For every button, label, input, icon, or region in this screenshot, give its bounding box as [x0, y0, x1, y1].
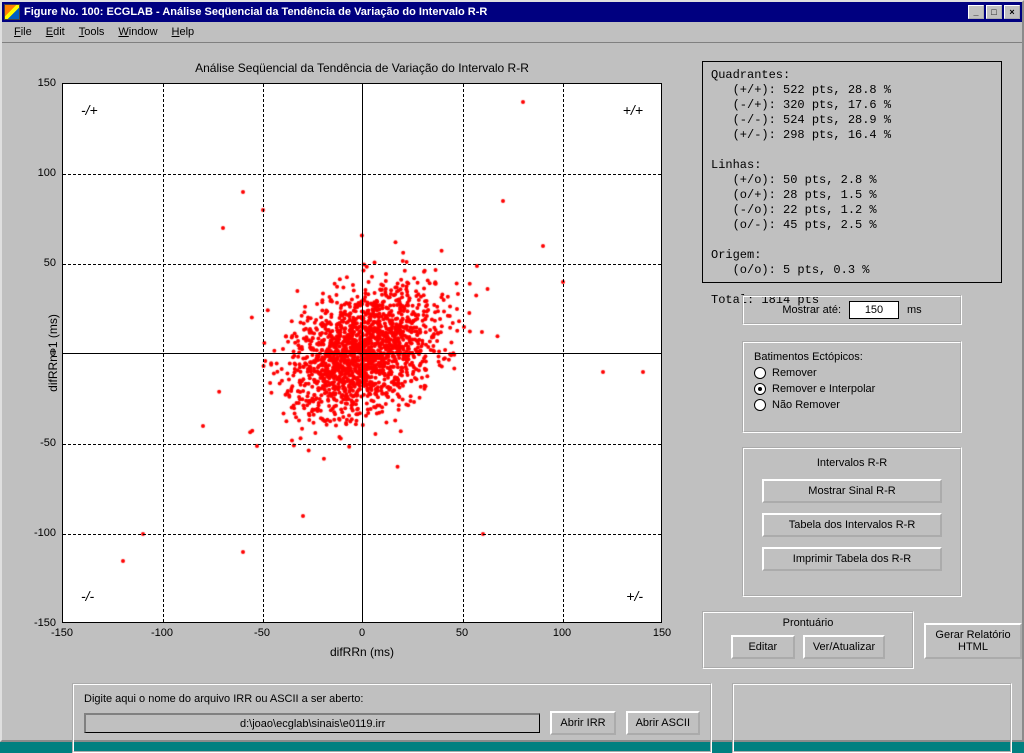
stats-l-op: (o/+): 28 pts, 1.5 % [711, 188, 877, 202]
scatter-plot: Análise Seqüencial da Tendência de Varia… [62, 83, 662, 623]
show-until-panel: Mostrar até: 150 ms [742, 295, 962, 325]
ectopic-option-2[interactable]: Remover e Interpolar [754, 383, 950, 395]
mostrar-sinal-rr-button[interactable]: Mostrar Sinal R-R [762, 479, 942, 503]
ectopic-opt1-label: Remover [772, 367, 817, 379]
ytick-label: 0 [16, 347, 56, 359]
menu-window[interactable]: Window [112, 24, 163, 40]
close-button[interactable]: × [1004, 5, 1020, 19]
matlab-icon [4, 4, 20, 20]
titlebar[interactable]: Figure No. 100: ECGLAB - Análise Seqüenc… [2, 2, 1022, 22]
stats-q-pp: (+/+): 522 pts, 28.8 % [711, 83, 891, 97]
xtick-label: 150 [653, 627, 671, 639]
menu-tools[interactable]: Tools [73, 24, 111, 40]
x-axis-line [63, 353, 661, 354]
stats-l-mo: (-/o): 22 pts, 1.2 % [711, 203, 877, 217]
menu-help[interactable]: Help [166, 24, 201, 40]
menubar: File Edit Tools Window Help [2, 22, 1022, 43]
stats-q-mm: (-/-): 524 pts, 28.9 % [711, 113, 891, 127]
plot-title: Análise Seqüencial da Tendência de Varia… [62, 61, 662, 75]
xtick-label: -50 [254, 627, 270, 639]
prontuario-title: Prontuário [704, 617, 912, 629]
ytick-label: 100 [16, 167, 56, 179]
rr-title: Intervalos R-R [754, 457, 950, 469]
window-title: Figure No. 100: ECGLAB - Análise Seqüenc… [24, 6, 968, 18]
maximize-button[interactable]: □ [986, 5, 1002, 19]
prontuario-panel: Prontuário Editar Ver/Atualizar [702, 611, 914, 669]
content-area: Análise Seqüencial da Tendência de Varia… [2, 43, 1022, 741]
show-until-label-pre: Mostrar até: [782, 304, 841, 316]
xtick-label: 0 [359, 627, 365, 639]
stats-l-om: (o/-): 45 pts, 2.5 % [711, 218, 877, 232]
stats-q-mp: (-/+): 320 pts, 17.6 % [711, 98, 891, 112]
ectopic-panel: Batimentos Ectópicos: Remover Remover e … [742, 341, 962, 433]
xtick-label: -100 [151, 627, 173, 639]
menu-edit[interactable]: Edit [40, 24, 71, 40]
rr-panel: Intervalos R-R Mostrar Sinal R-R Tabela … [742, 447, 962, 597]
ver-atualizar-button[interactable]: Ver/Atualizar [803, 635, 885, 659]
ytick-label: 50 [16, 257, 56, 269]
ectopic-option-1[interactable]: Remover [754, 367, 950, 379]
xtick-label: 100 [553, 627, 571, 639]
file-path-input[interactable]: d:\joao\ecglab\sinais\e0119.irr [84, 713, 540, 733]
app-window: Figure No. 100: ECGLAB - Análise Seqüenc… [0, 0, 1024, 742]
stats-origem-label: Origem: [711, 248, 761, 262]
quad-label-tl: -/+ [81, 102, 98, 118]
radio-icon [754, 367, 766, 379]
stats-q-pm: (+/-): 298 pts, 16.4 % [711, 128, 891, 142]
quad-label-bl: -/- [81, 588, 94, 604]
ytick-label: -100 [16, 527, 56, 539]
stats-panel: Quadrantes: (+/+): 522 pts, 28.8 % (-/+)… [702, 61, 1002, 283]
file-open-label: Digite aqui o nome do arquivo IRR ou ASC… [84, 693, 700, 705]
xtick-label: 50 [456, 627, 468, 639]
ytick-label: 150 [16, 77, 56, 89]
abrir-ascii-button[interactable]: Abrir ASCII [626, 711, 700, 735]
imprimir-tabela-rr-button[interactable]: Imprimir Tabela dos R-R [762, 547, 942, 571]
radio-icon [754, 383, 766, 395]
abrir-irr-button[interactable]: Abrir IRR [550, 711, 615, 735]
stats-l-po: (+/o): 50 pts, 2.8 % [711, 173, 877, 187]
ectopic-option-3[interactable]: Não Remover [754, 399, 950, 411]
editar-button[interactable]: Editar [731, 635, 795, 659]
show-until-input[interactable]: 150 [849, 301, 899, 319]
gerar-relatorio-button[interactable]: Gerar Relatório HTML [924, 623, 1022, 659]
ytick-label: -50 [16, 437, 56, 449]
status-panel [732, 683, 1012, 753]
scatter-canvas [63, 84, 663, 624]
stats-origem: (o/o): 5 pts, 0.3 % [711, 263, 869, 277]
ectopic-opt2-label: Remover e Interpolar [772, 383, 875, 395]
stats-quadrantes-label: Quadrantes: [711, 68, 790, 82]
file-open-panel: Digite aqui o nome do arquivo IRR ou ASC… [72, 683, 712, 753]
plot-box: -/+ +/+ -/- +/- [62, 83, 662, 623]
ectopic-title: Batimentos Ectópicos: [754, 351, 950, 363]
show-until-label-post: ms [907, 304, 922, 316]
quad-label-br: +/- [626, 588, 643, 604]
stats-linhas-label: Linhas: [711, 158, 761, 172]
x-axis-label: difRRn (ms) [62, 645, 662, 659]
ectopic-opt3-label: Não Remover [772, 399, 840, 411]
radio-icon [754, 399, 766, 411]
gerar-relatorio-wrap: Gerar Relatório HTML [924, 623, 1022, 659]
minimize-button[interactable]: _ [968, 5, 984, 19]
menu-file[interactable]: File [8, 24, 38, 40]
ytick-label: -150 [16, 617, 56, 629]
tabela-intervalos-rr-button[interactable]: Tabela dos Intervalos R-R [762, 513, 942, 537]
window-controls: _ □ × [968, 5, 1020, 19]
quad-label-tr: +/+ [623, 102, 643, 118]
